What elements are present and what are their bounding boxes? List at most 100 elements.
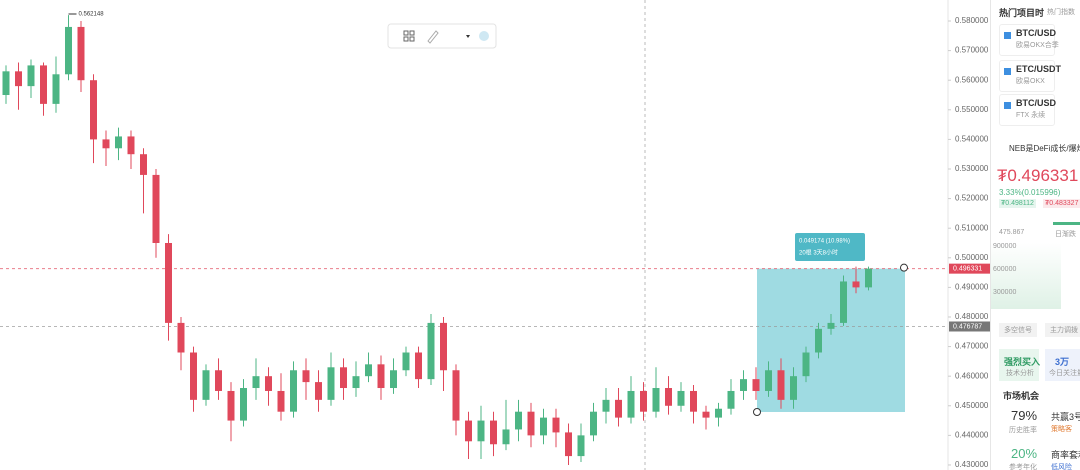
opp-tag: 低风险 [1051,464,1072,470]
candle-body [790,376,797,400]
candle-body [265,376,272,391]
rating: 强烈买入 [1004,357,1041,367]
candle-body [77,26,85,81]
tab[interactable]: 主力调拨 [1045,323,1080,337]
candle-body [27,65,35,87]
opp-name[interactable]: 商率套利 [1051,450,1080,460]
candle-body [440,322,447,371]
rating-sub: 技术分析 [1006,370,1034,377]
candle-body [740,379,747,391]
candle-body [227,390,235,421]
measure-span: 20根 3天8小时 [799,249,838,257]
exchange: FTX 永续 [1016,112,1046,119]
dropdown-icon[interactable] [466,35,470,38]
checkbox[interactable] [1004,32,1011,39]
candle-body [465,420,472,442]
candle-body [540,417,547,436]
candle-body [852,281,860,288]
candle-body [815,328,822,353]
price-tag-bg [949,321,990,332]
change: 3.33%(0.015996) [999,188,1061,197]
tab[interactable]: 多空信号 [999,323,1037,337]
tab[interactable]: 热门项目时 [999,8,1045,18]
y-tick-label: 0.500000 [955,253,989,262]
candle-body [452,370,460,421]
candle-body [402,352,410,371]
followers-sub: 今日关注量 [1049,370,1080,377]
pen-icon[interactable] [427,30,439,44]
candle-body [52,74,60,104]
candle-body [90,80,97,140]
candle-body [715,408,722,418]
layout-icon [409,30,415,36]
pair: BTC/USD [1016,28,1056,38]
opp-name[interactable]: 共赢3号 [1051,412,1080,422]
candle-body [327,367,335,400]
sidebar: 热门项目时 热门指数 BTC/USD 欧易OKX合季 ETC/USDT 欧易OKX … [990,0,1080,470]
candle-body [415,352,422,380]
candle-body [502,429,510,445]
candle-body [427,322,435,380]
candle-body [602,399,610,412]
candle-body [702,411,710,418]
toolbar[interactable] [387,23,497,49]
pair: ETC/USDT [1016,64,1061,74]
theme-icon[interactable] [479,31,489,41]
candle-body [490,420,497,445]
ticker-card[interactable]: BTC/USD FTX 永续 [999,94,1056,126]
y-tick-label: 0.480000 [955,312,989,321]
followers: 3万 [1055,357,1070,367]
candle-body [290,370,297,412]
opp-tag: 策略客 [1051,426,1072,433]
candle-body [302,370,310,383]
candle-body [377,364,385,389]
candle-body [352,376,360,389]
candle-body [565,432,572,457]
candle-body [552,417,560,433]
y-tick-label: 0.530000 [955,164,989,173]
price-tag: 0.496331 [953,265,982,272]
y-tick-label: 0.490000 [955,282,989,291]
layout-icon [409,36,415,42]
y-tick-label: 0.470000 [955,342,989,351]
layout-icon [403,36,409,42]
candle-body [690,390,697,412]
depth-level: 300000 [993,289,1017,296]
y-tick-label: 0.550000 [955,105,989,114]
pair: BTC/USD [1016,98,1056,108]
price: ₮0.496331 [997,166,1079,185]
candle-body [177,322,185,353]
candle-body [365,364,372,377]
depth-tag: 日渐跌 [1055,231,1076,238]
exchange: 欧易OKX [1016,78,1045,85]
y-tick-label: 0.430000 [955,460,989,469]
low: ₮0.498112 [999,199,1036,208]
candle-body [827,322,835,329]
checkbox[interactable] [1004,102,1011,109]
candle-body [577,435,585,457]
candle-body [15,71,22,87]
ticker-card[interactable]: BTC/USD 欧易OKX合季 [999,24,1059,56]
depth-left: 475.867 [999,229,1025,236]
candle-body [202,370,210,400]
high: ₮0.483327 [1043,199,1080,208]
candle-body [652,388,660,412]
candle-body [115,136,122,149]
ticker-card[interactable]: ETC/USDT 欧易OKX [999,60,1061,92]
candle-body [665,388,672,406]
candle-body [190,352,197,400]
candle-body [752,379,760,391]
y-tick-label: 0.460000 [955,371,989,380]
news[interactable]: NEB是DeFi成长/爆炸时 [1009,144,1080,153]
candle-body [527,411,535,436]
layout-icon[interactable] [403,30,409,36]
checkbox[interactable] [1004,68,1011,75]
price-tag-bg [949,263,990,274]
candle-body [777,370,785,400]
candle-body [390,370,397,389]
tab[interactable]: 热门指数 [1047,9,1075,16]
candle-body [65,26,72,75]
measure-change: 0.049174 (10.98%) [799,239,850,245]
high-label: 0.562148 [79,12,105,18]
depth-bar [1053,222,1080,225]
